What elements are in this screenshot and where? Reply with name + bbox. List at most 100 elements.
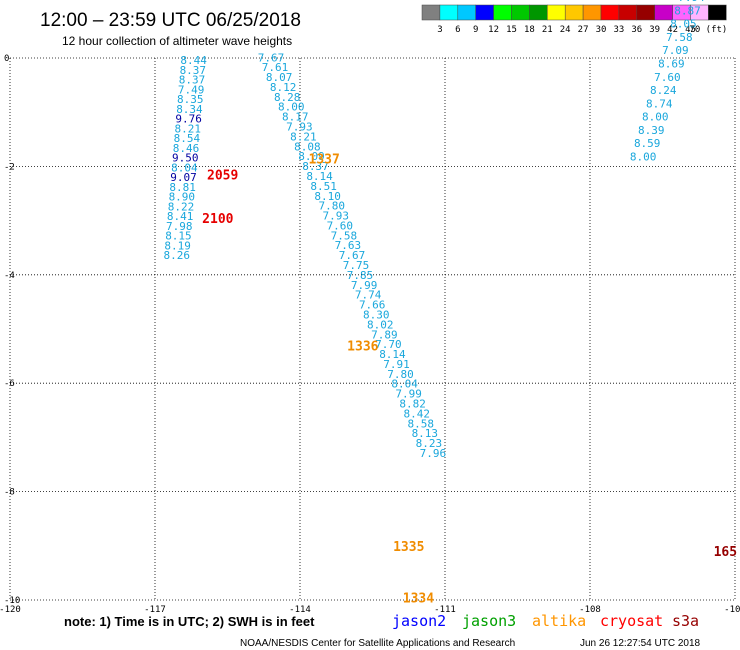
wave-height-value: 8.41 — [167, 210, 194, 223]
scale-swatch — [708, 4, 727, 21]
scale-swatch — [582, 4, 602, 21]
x-tick-label: -117 — [144, 605, 166, 615]
wave-height-value: 7.89 — [371, 328, 398, 341]
scale-swatch — [564, 4, 584, 21]
wave-height-value: 7.58 — [331, 229, 358, 242]
legend-jason3: jason3 — [462, 612, 516, 630]
scale-swatch — [457, 4, 476, 21]
scale-swatch — [636, 4, 655, 21]
wave-height-value: 8.09 — [298, 150, 325, 163]
wave-height-value: 8.21 — [290, 130, 317, 143]
wave-height-value: 8.15 — [165, 230, 192, 243]
satellite-legend: jason2 jason3 altika cryosat s3a — [392, 612, 699, 630]
wave-height-value: 7.85 — [347, 269, 374, 282]
wave-height-value: 8.39 — [638, 124, 665, 137]
wave-height-value: 7.80 — [318, 200, 345, 213]
scale-label: 27 — [578, 25, 589, 35]
scale-swatch — [511, 4, 530, 21]
pass-number-label: 165 — [714, 545, 737, 560]
x-tick-label: -114 — [289, 605, 311, 615]
wave-height-value: 8.17 — [282, 111, 309, 124]
footer-credit: NOAA/NESDIS Center for Satellite Applica… — [240, 638, 515, 649]
wave-height-value: 8.37 — [180, 64, 207, 77]
wave-height-value: 8.90 — [169, 191, 196, 204]
scale-swatch — [493, 4, 512, 21]
wave-height-value: 8.08 — [294, 140, 321, 153]
wave-height-value: 8.22 — [168, 200, 195, 213]
wave-height-value: 8.12 — [270, 81, 297, 94]
wave-height-value: 8.54 — [174, 132, 201, 145]
wave-height-value: 8.74 — [646, 97, 673, 110]
wave-height-value: 7.60 — [327, 219, 354, 232]
wave-height-value: 7.66 — [359, 299, 386, 312]
scale-swatch — [600, 4, 620, 21]
wave-height-value: 8.07 — [266, 71, 293, 84]
scale-label: 70 (ft) — [689, 25, 727, 35]
wave-height-value: 7.61 — [262, 61, 289, 74]
wave-height-value: 8.13 — [412, 427, 439, 440]
footer-note: note: 1) Time is in UTC; 2) SWH is in fe… — [64, 614, 315, 629]
scale-swatch — [547, 4, 566, 21]
y-tick-label: -10 — [4, 596, 20, 606]
wave-height-value: 8.59 — [634, 137, 661, 150]
wave-height-value: 7.58 — [666, 31, 693, 44]
pass-number-label: 1334 — [403, 591, 434, 606]
footer-timestamp: Jun 26 12:27:54 UTC 2018 — [580, 638, 701, 649]
wave-height-value: 8.10 — [314, 190, 341, 203]
wave-height-value: 9.07 — [170, 171, 197, 184]
scale-label: 39 — [649, 25, 660, 35]
legend-jason2: jason2 — [392, 612, 446, 630]
wave-height-value: 7.74 — [355, 289, 382, 302]
scale-label: 3 — [437, 25, 442, 35]
scale-swatch — [439, 4, 459, 21]
scale-label: 42 — [667, 25, 678, 35]
map-subtitle: 12 hour collection of altimeter wave hei… — [62, 34, 292, 48]
wave-height-value: 8.42 — [403, 407, 430, 420]
y-tick-label: 0 — [4, 54, 9, 64]
wave-height-value: 8.02 — [367, 318, 394, 331]
wave-height-value: 8.19 — [164, 239, 191, 252]
wave-height-value: 8.51 — [310, 180, 337, 193]
wave-height-value: 7.60 — [654, 71, 681, 84]
wave-height-value: 8.00 — [630, 150, 657, 163]
x-tick-label: -120 — [0, 605, 21, 615]
wave-height-value: 7.98 — [166, 220, 193, 233]
wave-height-value: 7.70 — [375, 338, 402, 351]
wave-height-value: 8.46 — [173, 142, 200, 155]
wave-height-value: 8.28 — [274, 91, 301, 104]
wave-height-value: 7.93 — [286, 121, 313, 134]
wave-height-value: 7.67 — [258, 51, 285, 64]
scale-label: 45 — [685, 25, 696, 35]
wave-height-value: 8.81 — [169, 181, 196, 194]
scale-label: 36 — [631, 25, 642, 35]
wave-height-value: 8.23 — [416, 437, 443, 450]
legend-cryosat: cryosat — [600, 612, 663, 630]
y-tick-label: -2 — [4, 162, 15, 172]
wave-height-value: 8.69 — [658, 58, 685, 71]
scale-label: 24 — [560, 25, 571, 35]
y-tick-label: -4 — [4, 271, 15, 281]
wave-height-value: 8.26 — [164, 249, 191, 262]
wave-height-value: 8.04 — [391, 378, 418, 391]
map-title: 12:00 – 23:59 UTC 06/25/2018 — [40, 10, 301, 31]
scale-label: 15 — [506, 25, 517, 35]
x-tick-label: -111 — [434, 605, 456, 615]
wave-height-value: 8.82 — [399, 397, 426, 410]
wave-height-value: 7.91 — [383, 358, 410, 371]
scale-swatch — [421, 4, 441, 21]
wave-height-value: 8.00 — [278, 101, 305, 114]
x-tick-label: -108 — [579, 605, 601, 615]
wave-height-value: 8.30 — [363, 308, 390, 321]
wave-height-value: 7.96 — [420, 447, 447, 460]
legend-altika: altika — [532, 612, 586, 630]
wave-height-value: 8.58 — [408, 417, 435, 430]
pass-number-label: 2059 — [207, 169, 238, 184]
wave-height-value: 7.49 — [178, 83, 205, 96]
legend-s3a: s3a — [672, 612, 699, 630]
scale-label: 33 — [613, 25, 624, 35]
wave-height-value: 8.05 — [670, 18, 697, 31]
pass-number-label: 2100 — [202, 212, 233, 227]
wave-height-value: 7.75 — [343, 259, 370, 272]
